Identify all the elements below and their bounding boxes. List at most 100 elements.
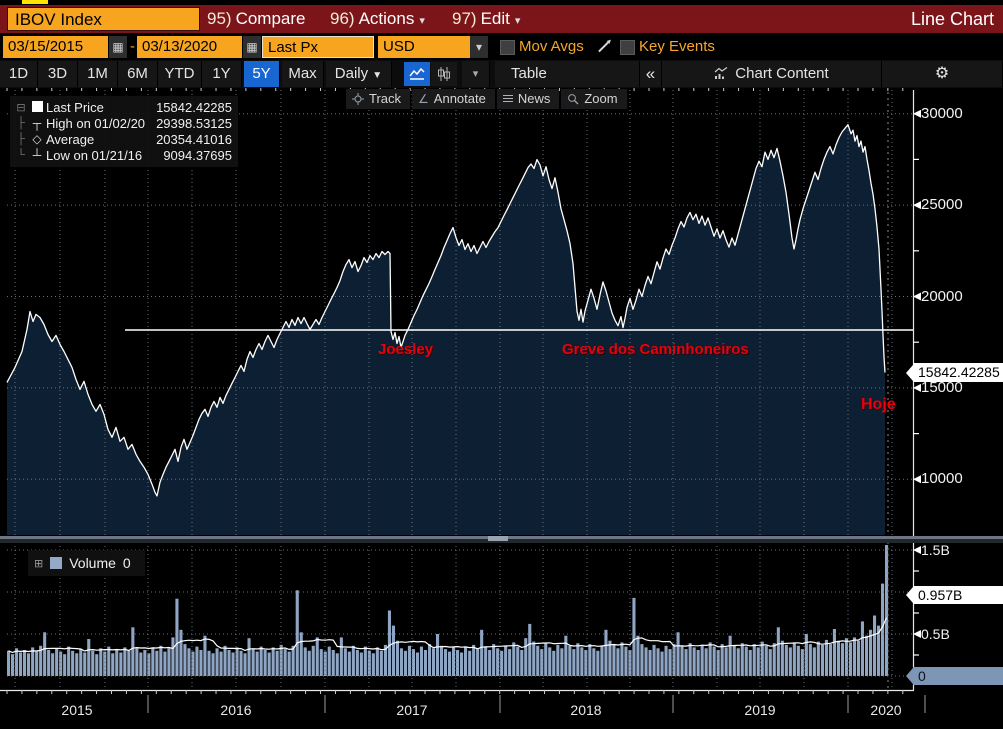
volume-legend[interactable]: ⊞ Volume 0: [28, 550, 145, 576]
volume-value-badge: 0.957B: [906, 586, 1003, 604]
window-title: Line Chart: [910, 9, 994, 29]
annotate-pencil-icon: ∠: [418, 92, 429, 106]
track-button[interactable]: Track: [346, 89, 411, 109]
key-events-checkbox[interactable]: [620, 40, 635, 55]
volume-legend-value: 0: [122, 555, 131, 571]
range-button-1d[interactable]: 1D: [0, 61, 38, 87]
chart-type-more-dropdown[interactable]: ▾: [462, 61, 490, 87]
chart-legend: ⊟ Last Price 15842.42285 ├ ┬ High on 01/…: [10, 96, 238, 167]
news-label: News: [517, 91, 551, 106]
last-price-swatch-icon: [28, 100, 46, 114]
annotation-hoje: Hoje: [861, 396, 896, 413]
price-axis-tick-10000: 10000: [921, 470, 963, 487]
pane-divider-handle[interactable]: [488, 536, 508, 541]
menu-compare[interactable]: 95) Compare: [207, 5, 306, 33]
volume-expander-icon[interactable]: ⊞: [34, 557, 44, 570]
pencil-icon[interactable]: [598, 41, 609, 53]
range-button-max[interactable]: Max: [282, 61, 324, 87]
mov-avgs-checkbox[interactable]: [500, 40, 515, 55]
range-button-ytd[interactable]: YTD: [158, 61, 202, 87]
legend-label: Last Price: [46, 99, 104, 115]
volume-swatch-icon: [50, 557, 63, 569]
security-input[interactable]: IBOV Index: [7, 7, 200, 31]
volume-legend-label: Volume: [69, 555, 116, 571]
cursor-artifact: [22, 0, 48, 4]
x-axis-year-2019: 2019: [744, 702, 776, 718]
x-axis-year-2020: 2020: [870, 702, 902, 718]
legend-value: 9094.37695: [163, 147, 232, 163]
chart-content-icon: [714, 67, 728, 79]
calendar-icon[interactable]: ▦: [109, 36, 127, 58]
menu-edit-number: 97): [452, 9, 477, 28]
candlestick-type-button[interactable]: [431, 62, 457, 86]
range-button-6m[interactable]: 6M: [118, 61, 158, 87]
x-axis-year-2017: 2017: [396, 702, 428, 718]
table-button[interactable]: Table: [495, 61, 640, 87]
key-events-label[interactable]: Key Events: [639, 38, 715, 55]
legend-label: Low on 01/21/16: [46, 147, 143, 163]
news-button[interactable]: News: [496, 89, 560, 109]
price-axis-tick-20000: 20000: [921, 288, 963, 305]
legend-row-average[interactable]: ├ ◇ Average 20354.41016: [14, 131, 232, 147]
line-chart-icon: [409, 67, 425, 80]
menu-compare-label: Compare: [235, 9, 306, 28]
date-from-field[interactable]: 03/15/2015: [3, 36, 108, 58]
chevron-down-icon: ▼: [372, 70, 383, 81]
legend-label: Average: [46, 131, 95, 147]
volume-axis-tick-05b: 0.5B: [921, 626, 950, 642]
chart-content-button[interactable]: Chart Content: [662, 61, 882, 87]
annotation-joesley: Joesley: [378, 341, 434, 358]
magnifier-icon: [567, 93, 579, 105]
menu-edit[interactable]: 97) Edit ▾: [452, 5, 520, 33]
currency-select[interactable]: USD: [378, 36, 470, 58]
collapse-panel-button[interactable]: «: [640, 61, 662, 87]
volume-axis-tick-15b: 1.5B: [921, 542, 950, 558]
range-button-5y-active[interactable]: 5Y: [244, 61, 280, 87]
menu-actions-number: 96): [330, 9, 355, 28]
chevron-down-icon: ▾: [419, 15, 425, 27]
settings-bar: 03/15/2015 ▦ - 03/13/2020 ▦ Last Px USD …: [0, 33, 1003, 60]
x-axis-year-2016: 2016: [220, 702, 252, 718]
menu-actions-label: Actions: [358, 9, 415, 28]
price-axis-tick-25000: 25000: [921, 196, 963, 213]
range-button-3d[interactable]: 3D: [38, 61, 78, 87]
legend-expander-icon[interactable]: ⊟: [16, 101, 26, 114]
calendar-icon[interactable]: ▦: [243, 36, 261, 58]
candlestick-icon: [438, 67, 450, 81]
range-button-1m[interactable]: 1M: [78, 61, 118, 87]
legend-value: 29398.53125: [156, 115, 232, 131]
price-axis-tick-15000: 15000: [921, 379, 963, 396]
x-axis-year-2015: 2015: [61, 702, 93, 718]
annotation-greve: Greve dos Caminhoneiros: [562, 341, 749, 358]
annotate-button[interactable]: ∠ Annotate: [412, 89, 495, 109]
mov-avgs-label[interactable]: Mov Avgs: [519, 38, 584, 55]
legend-tree-line: ├: [17, 117, 25, 129]
legend-label: High on 01/02/20: [46, 115, 146, 131]
last-price-badge: 15842.42285: [906, 363, 1003, 382]
settings-gear-button[interactable]: ⚙: [882, 61, 1003, 87]
legend-row-high[interactable]: ├ ┬ High on 01/02/20 29398.53125: [14, 115, 232, 131]
menu-actions[interactable]: 96) Actions ▾: [330, 5, 425, 33]
low-marker-icon: ┴: [32, 148, 42, 162]
frequency-dropdown[interactable]: Daily ▼: [326, 61, 392, 87]
range-button-1y[interactable]: 1Y: [202, 61, 242, 87]
chevron-down-icon: ▾: [514, 15, 521, 27]
line-chart-type-button[interactable]: [404, 62, 430, 86]
chart-tools: Track ∠ Annotate News Zoom: [346, 89, 627, 109]
legend-tree-line: └: [17, 149, 25, 161]
menu-bar: IBOV Index 95) Compare 96) Actions ▾ 97) Edi…: [0, 0, 1003, 33]
menu-compare-number: 95): [207, 9, 232, 28]
price-source-field[interactable]: Last Px: [262, 36, 374, 58]
date-to-field[interactable]: 03/13/2020: [137, 36, 242, 58]
legend-row-low[interactable]: └ ┴ Low on 01/21/16 9094.37695: [14, 147, 232, 163]
track-label: Track: [369, 91, 402, 106]
legend-row-last-price[interactable]: ⊟ Last Price 15842.42285: [14, 99, 232, 115]
zoom-button[interactable]: Zoom: [561, 89, 627, 109]
crosshair-icon: [352, 93, 364, 105]
currency-dropdown-arrow[interactable]: ▾: [470, 36, 488, 58]
zoom-label: Zoom: [584, 91, 618, 106]
menu-edit-label: Edit: [480, 9, 510, 28]
legend-value: 15842.42285: [156, 99, 232, 115]
